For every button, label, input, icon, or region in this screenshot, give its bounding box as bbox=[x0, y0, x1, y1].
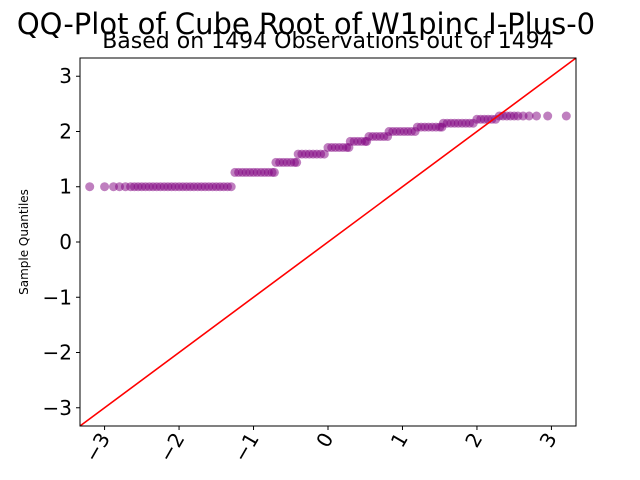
data-point bbox=[85, 182, 95, 192]
data-point bbox=[269, 167, 279, 177]
x-tick-label: 3 bbox=[535, 429, 562, 452]
x-tick-label: −3 bbox=[79, 429, 115, 467]
data-point bbox=[561, 111, 571, 121]
y-tick-label: −3 bbox=[43, 396, 72, 420]
data-point bbox=[319, 149, 329, 159]
y-tick-label: 1 bbox=[59, 175, 72, 199]
data-point bbox=[524, 111, 534, 121]
y-axis-label: Sample Quantiles bbox=[17, 189, 31, 295]
x-tick-label: 2 bbox=[460, 429, 487, 452]
y-axis: −3 −2 −1 0 1 2 3 bbox=[43, 64, 80, 420]
y-tick-label: −1 bbox=[43, 285, 72, 309]
y-tick-label: 3 bbox=[59, 64, 72, 88]
data-point bbox=[543, 111, 553, 121]
x-tick-label: 1 bbox=[386, 429, 413, 452]
data-point bbox=[100, 182, 110, 192]
data-point bbox=[532, 111, 541, 121]
data-point bbox=[292, 157, 302, 167]
y-tick-label: −2 bbox=[43, 341, 72, 365]
x-tick-label: −2 bbox=[154, 429, 190, 467]
x-tick-label: −1 bbox=[228, 429, 264, 467]
reference-line bbox=[79, 57, 577, 427]
y-tick-label: 0 bbox=[59, 230, 72, 254]
y-tick-label: 2 bbox=[59, 119, 72, 143]
chart-subtitle: Based on 1494 Observations out of 1494 bbox=[102, 29, 554, 54]
plot-points bbox=[85, 111, 571, 192]
data-point bbox=[226, 182, 236, 192]
x-tick-label: 0 bbox=[311, 429, 338, 452]
x-axis: −3 −2 −1 0 1 2 3 bbox=[79, 426, 562, 467]
chart-title: QQ-Plot of Cube Root of W1pinc I-Plus-0 bbox=[17, 7, 595, 41]
